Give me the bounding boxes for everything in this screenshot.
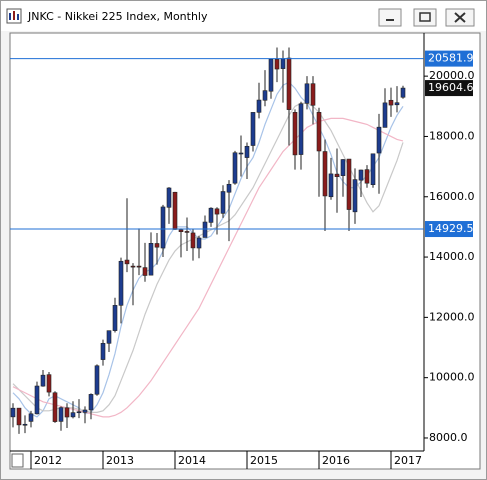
y-tick-label: 12000.0 (429, 310, 475, 323)
candle-body (274, 58, 280, 70)
candle-body (334, 173, 340, 177)
candle-body (28, 413, 34, 422)
candle-body (364, 169, 370, 184)
candle-body (268, 58, 274, 92)
title-bar (1, 1, 486, 31)
x-tick-label: 2017 (394, 454, 422, 467)
moving-average-line (12, 102, 404, 413)
x-tick-label: 2012 (34, 454, 62, 467)
candle-body (112, 305, 118, 331)
x-tick-label: 2016 (322, 454, 350, 467)
candle-body (184, 231, 190, 233)
candle-body (316, 112, 322, 152)
candle-body (292, 112, 298, 156)
candle-body (208, 207, 214, 223)
last-price-label: 19604.6 (428, 81, 474, 94)
x-tick-label: 2013 (106, 454, 134, 467)
candle-body (376, 126, 382, 154)
candle-body (400, 87, 406, 98)
candle-body (352, 179, 358, 213)
candle-body (118, 260, 124, 306)
x-tick-label: 2015 (250, 454, 278, 467)
candle-body (154, 243, 160, 248)
candle-body (100, 343, 106, 360)
candle-body (370, 153, 376, 185)
candle-body (214, 208, 220, 215)
price-label: 14929.5 (428, 222, 474, 235)
candle-body (262, 90, 268, 101)
candle-body (106, 330, 112, 344)
y-tick-label: 14000.0 (429, 250, 475, 263)
candle-body (256, 99, 262, 113)
plot: 8000.0 10000.0 12000.0 14000.0 16000.0 18000.… (10, 47, 475, 469)
candle-body (286, 57, 292, 110)
candle-body (322, 151, 328, 197)
candle-body (22, 423, 28, 426)
y-tick-label: 8000.0 (429, 431, 468, 444)
maximize-button[interactable] (413, 8, 437, 27)
candle-body (16, 407, 22, 426)
candle-body (190, 232, 196, 249)
candle-body (58, 407, 64, 422)
candle-body (160, 206, 166, 249)
candle-body (340, 159, 346, 176)
candle-body (280, 58, 286, 69)
candle-body (220, 191, 226, 214)
candle-body (244, 145, 250, 158)
close-button[interactable] (445, 8, 475, 27)
candle-body (166, 187, 172, 208)
y-tick-label: 16000.0 (429, 190, 475, 203)
y-tick-label: 18000.0 (429, 129, 475, 142)
candle-body (46, 374, 52, 393)
candle-body (52, 392, 58, 422)
candle-body (226, 183, 232, 193)
candle-body (10, 407, 16, 418)
candle-body (82, 409, 88, 413)
candle-body (40, 374, 46, 387)
moving-average-line (12, 117, 404, 418)
candle-body (304, 83, 310, 104)
candle-body (310, 83, 316, 106)
candle-body (142, 267, 148, 276)
price-label: 20581.9 (428, 52, 474, 65)
y-tick-label: 10000.0 (429, 371, 475, 384)
candle-body (172, 191, 178, 230)
candle-body (358, 169, 364, 181)
window-title: JNKC - Nikkei 225 Index, Monthly (27, 10, 208, 23)
candle-body (88, 394, 94, 411)
minimize-button[interactable] (378, 8, 402, 27)
scroll-box[interactable] (11, 453, 24, 468)
chart-area (9, 32, 481, 470)
candle-body (346, 158, 352, 210)
candle-body (136, 265, 142, 268)
candle-body (238, 152, 244, 155)
candle-body (130, 265, 136, 268)
last-price-box (425, 80, 473, 97)
candle-body (196, 237, 202, 249)
candle-body (178, 229, 184, 233)
candle-body (124, 259, 130, 265)
candle-body (298, 103, 304, 155)
price-label-box (425, 221, 473, 238)
candle-body (148, 243, 154, 276)
price-label-box (425, 50, 473, 67)
candle-body (76, 411, 82, 414)
candle-body (328, 173, 334, 198)
candle-body (94, 365, 100, 395)
candle-body (34, 385, 40, 415)
y-tick-label: 20000.0 (429, 69, 475, 82)
candle-body (232, 152, 238, 184)
candle-body (70, 412, 76, 418)
candle-body (382, 102, 388, 128)
candle-body (202, 221, 208, 238)
candle-body (64, 407, 70, 418)
candle-body (250, 112, 256, 146)
candle-body (394, 102, 400, 106)
x-tick-label: 2014 (178, 454, 206, 467)
candle-body (388, 99, 394, 106)
app-icon (6, 8, 22, 24)
